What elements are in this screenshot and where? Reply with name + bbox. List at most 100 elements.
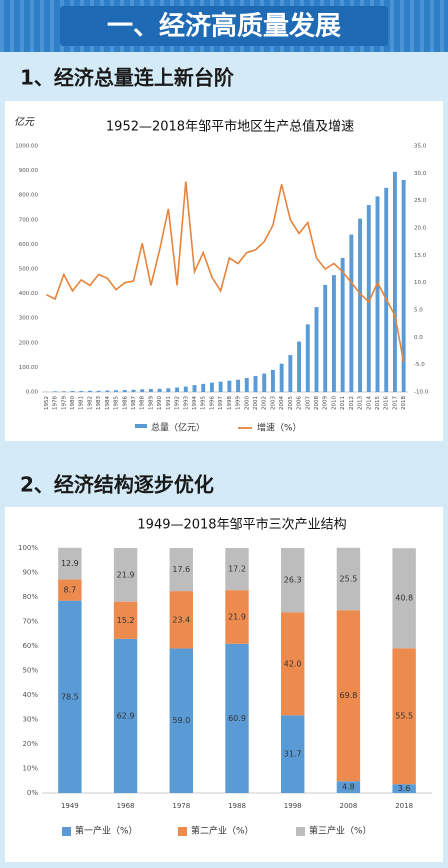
y-tick-label: 50% bbox=[22, 667, 38, 675]
bar bbox=[148, 389, 153, 392]
legend-swatch bbox=[178, 827, 187, 836]
y2-tick-label: 30.0 bbox=[414, 171, 427, 177]
bar bbox=[340, 257, 345, 392]
data-label: 55.5 bbox=[395, 712, 413, 721]
x-tick-label: 1994 bbox=[192, 396, 198, 410]
bar bbox=[281, 612, 305, 716]
y-tick-label: 300.00 bbox=[19, 316, 39, 322]
bar bbox=[314, 307, 319, 392]
bar bbox=[323, 284, 328, 392]
bar bbox=[218, 381, 223, 392]
x-tick-label: 1992 bbox=[175, 396, 181, 410]
legend-label: 第三产业（%） bbox=[309, 825, 372, 837]
bar bbox=[140, 389, 145, 392]
x-tick-label: 1983 bbox=[96, 396, 102, 410]
data-label: 15.2 bbox=[117, 616, 135, 625]
y-tick-label: 200.00 bbox=[19, 340, 39, 346]
data-label: 23.4 bbox=[172, 615, 190, 624]
legend-label: 增速（%） bbox=[257, 422, 302, 434]
bar bbox=[336, 610, 361, 782]
bar bbox=[244, 377, 249, 392]
x-tick-label: 1985 bbox=[114, 396, 120, 410]
x-tick-label: 1987 bbox=[131, 396, 137, 410]
x-tick-label: 1995 bbox=[201, 396, 207, 410]
bar bbox=[262, 373, 267, 392]
x-tick-label: 1991 bbox=[166, 396, 172, 410]
bar bbox=[183, 386, 188, 392]
y-tick-label: 1000.00 bbox=[15, 144, 38, 150]
y2-tick-label: -5.0 bbox=[414, 362, 425, 368]
y-tick-label: 10% bbox=[22, 765, 38, 773]
y-tick-label: 100% bbox=[18, 544, 38, 552]
line-series bbox=[45, 181, 405, 363]
data-label: 31.7 bbox=[284, 750, 302, 759]
x-tick-label: 2017 bbox=[392, 396, 398, 410]
y2-tick-label: 5.0 bbox=[414, 308, 423, 314]
x-tick-label: 2010 bbox=[331, 396, 337, 410]
bar bbox=[70, 391, 75, 392]
y2-tick-label: 20.0 bbox=[414, 226, 427, 232]
bar bbox=[79, 391, 84, 392]
bar bbox=[392, 784, 416, 793]
x-tick-label: 2011 bbox=[340, 396, 346, 410]
bar bbox=[392, 648, 416, 785]
data-label: 8.7 bbox=[63, 586, 76, 595]
y-tick-label: 500.00 bbox=[19, 267, 39, 273]
bar bbox=[169, 648, 193, 793]
y-tick-label: 20% bbox=[22, 740, 38, 748]
x-tick-label: 1993 bbox=[183, 396, 189, 410]
y-tick-label: 0.00 bbox=[26, 390, 39, 396]
bar bbox=[113, 548, 138, 602]
bar bbox=[58, 600, 82, 793]
x-tick-label: 2016 bbox=[384, 396, 390, 410]
x-tick-label: 2004 bbox=[279, 396, 285, 410]
bar bbox=[227, 380, 232, 392]
bar bbox=[131, 389, 136, 392]
x-tick-label: 2002 bbox=[262, 396, 268, 410]
x-tick-label: 1989 bbox=[148, 396, 154, 410]
bar bbox=[253, 376, 258, 392]
legend-swatch bbox=[62, 827, 71, 836]
data-label: 17.2 bbox=[228, 565, 246, 574]
x-tick-label: 1968 bbox=[117, 802, 135, 810]
section-title: 2、经济结构逐步优化 bbox=[20, 473, 214, 497]
data-label: 25.5 bbox=[340, 574, 358, 583]
bar bbox=[96, 390, 101, 392]
bar bbox=[169, 548, 193, 592]
x-tick-label: 1998 bbox=[227, 396, 233, 410]
bar bbox=[331, 275, 336, 392]
bar bbox=[336, 781, 361, 793]
y-tick-label: 400.00 bbox=[19, 291, 39, 297]
y-tick-label: 30% bbox=[22, 716, 38, 724]
bar bbox=[175, 387, 180, 392]
x-tick-label: 2014 bbox=[366, 396, 372, 410]
data-label: 21.9 bbox=[117, 570, 135, 579]
y-tick-label: 100.00 bbox=[19, 365, 39, 371]
bar bbox=[392, 171, 397, 392]
x-tick-label: 2018 bbox=[395, 802, 413, 810]
bar bbox=[349, 234, 354, 392]
y-tick-label: 80% bbox=[22, 593, 38, 601]
y-tick-label: 60% bbox=[22, 642, 38, 650]
bar bbox=[281, 548, 305, 613]
x-tick-label: 2013 bbox=[358, 396, 364, 410]
data-label: 62.9 bbox=[117, 711, 135, 720]
x-tick-label: 1986 bbox=[122, 396, 128, 410]
x-tick-label: 1981 bbox=[79, 396, 85, 410]
chart-title: 1952—2018年邹平市地区生产总值及增速 bbox=[106, 119, 354, 135]
data-label: 21.9 bbox=[228, 612, 246, 621]
x-tick-label: 2018 bbox=[401, 396, 407, 410]
bar bbox=[114, 390, 119, 392]
bar bbox=[58, 547, 82, 580]
bar bbox=[384, 187, 389, 392]
bar bbox=[336, 547, 361, 611]
bar bbox=[113, 638, 138, 793]
bar bbox=[401, 179, 406, 392]
x-tick-label: 1978 bbox=[172, 802, 190, 810]
x-tick-label: 2006 bbox=[297, 396, 303, 410]
y-axis-label: 亿元 bbox=[14, 116, 35, 128]
data-label: 59.0 bbox=[172, 716, 190, 725]
bar bbox=[166, 388, 171, 392]
y-tick-label: 600.00 bbox=[19, 242, 39, 248]
